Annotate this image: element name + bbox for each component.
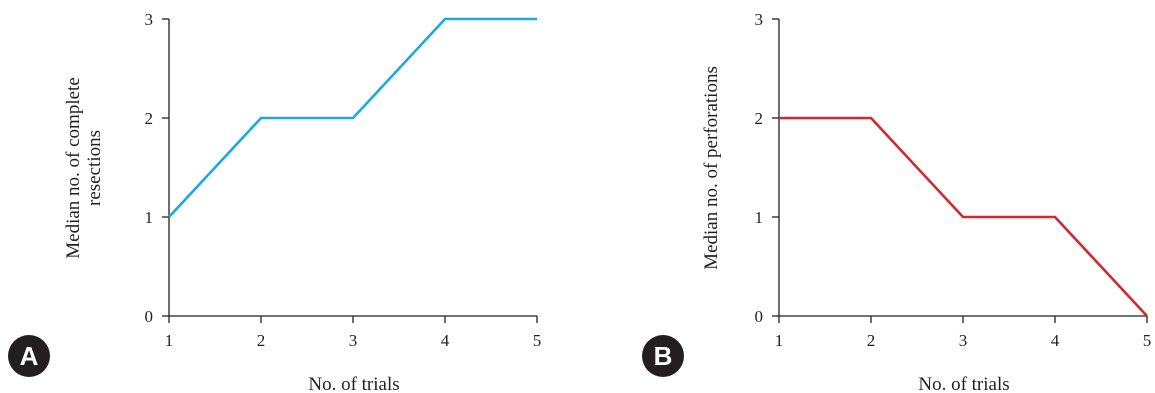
panel-a-badge: A: [8, 335, 50, 377]
y-axis-title-line-1: Median no. of perforations: [701, 66, 722, 270]
panel-a-y-tick-label: 2: [145, 109, 154, 128]
panel-a-x-tick-label: 5: [533, 331, 542, 350]
panel-b-x-tick-label: 2: [867, 331, 876, 350]
panel-a-letter: A: [20, 341, 39, 371]
panel-b-letter: B: [654, 341, 673, 371]
panel-a-x-tick-label: 2: [257, 331, 266, 350]
panel-b-badge-circle: [642, 335, 684, 377]
panel-b-x-tick-label: 4: [1051, 331, 1060, 350]
panel-a-x-tick-label: 3: [349, 331, 358, 350]
panel-a-y-tick-label: 0: [145, 307, 154, 326]
panel-b-series-line: [779, 116, 1148, 317]
panel-a-series-line: [168, 17, 537, 218]
panel-a-x-axis-title: No. of trials: [308, 374, 399, 393]
panel-b-y-tick-label: 2: [755, 109, 764, 128]
panel-a-y-tick-label: 3: [145, 10, 154, 29]
panel-b-x-axis-title: No. of trials: [918, 374, 1009, 393]
panel-a-y-tick-label: 1: [145, 208, 154, 227]
panel-b-y-tick-label: 0: [755, 307, 764, 326]
panel-a-badge-circle: [8, 335, 50, 377]
panel-a-x-tick-label: 4: [441, 331, 450, 350]
panel-b-chart: Median no. of perforations No. of trials…: [642, 10, 1151, 393]
panel-b-y-tick-label: 3: [755, 10, 764, 29]
panel-a-y-axis-title: Median no. of complete resections: [63, 77, 105, 259]
panel-b-x-tick-label: 3: [959, 331, 968, 350]
panel-b-badge: B: [642, 335, 684, 377]
panel-b-x-tick-label: 1: [775, 331, 784, 350]
panel-a-x-tick-label: 1: [165, 331, 174, 350]
panel-b-y-tick-label: 1: [755, 208, 764, 227]
panel-a-chart: Median no. of complete resections No. of…: [8, 10, 541, 393]
y-axis-title-line-1: Median no. of complete: [63, 77, 84, 259]
panel-b-x-tick-label: 5: [1143, 331, 1152, 350]
panel-b-y-axis-title: Median no. of perforations: [701, 66, 722, 270]
y-axis-title-line-2: resections: [84, 130, 105, 206]
